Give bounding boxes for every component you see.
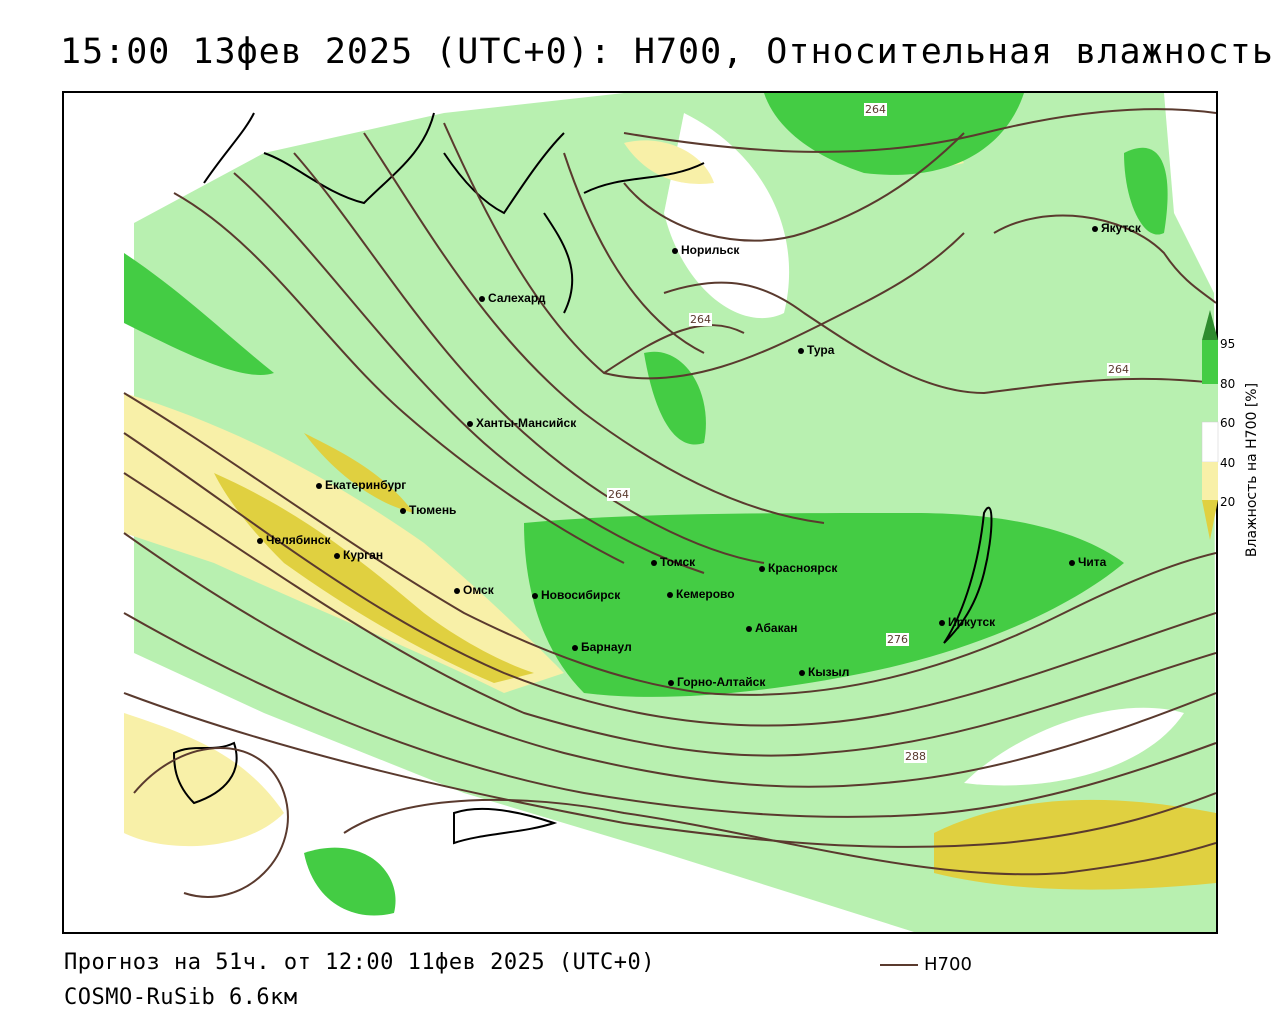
contour-label: 264: [864, 103, 887, 116]
humidity-area-20: [214, 473, 534, 683]
city-label[interactable]: Кызыл: [799, 665, 849, 679]
colorbar-segment-20: [1202, 500, 1218, 540]
city-label[interactable]: Томск: [651, 555, 695, 569]
coastline: [203, 112, 705, 314]
city-label[interactable]: Норильск: [672, 243, 739, 257]
contour-legend: H700: [880, 954, 972, 975]
colorbar-segment-50: [1201, 421, 1219, 463]
contour-line-icon: [880, 963, 918, 966]
city-label[interactable]: Кемерово: [667, 587, 735, 601]
city-label[interactable]: Барнаул: [572, 640, 632, 654]
contour-label: 264: [607, 488, 630, 501]
colorbar-tick: 60: [1220, 416, 1236, 430]
map-canvas: [123, 93, 1216, 932]
humidity-area-20: [304, 433, 414, 513]
humidity-colorbar: [1201, 310, 1219, 540]
city-dot-icon: [532, 592, 538, 599]
city-label[interactable]: Омск: [454, 583, 494, 597]
colorbar-tick: 20: [1220, 495, 1236, 509]
contour-legend-label: H700: [924, 954, 972, 975]
city-label[interactable]: Салехард: [479, 291, 545, 305]
contour-label: 288: [904, 750, 927, 763]
humidity-area-80: [764, 93, 1024, 175]
model-name: COSMO-RuSib 6.6км: [64, 985, 298, 1010]
city-label[interactable]: Тура: [798, 343, 834, 357]
humidity-area-80: [124, 253, 274, 375]
colorbar-title: Влажность на H700 [%]: [1244, 382, 1260, 558]
city-dot-icon: [479, 295, 485, 302]
city-dot-icon: [467, 420, 473, 427]
city-label[interactable]: Челябинск: [257, 533, 330, 547]
city-dot-icon: [667, 591, 673, 598]
colorbar-segment-60: [1202, 384, 1218, 422]
city-label[interactable]: Чита: [1069, 555, 1106, 569]
humidity-area-60: [134, 93, 1216, 932]
humidity-area-80: [1124, 147, 1168, 235]
humidity-area-20: [934, 799, 1216, 890]
h700-contours: [123, 108, 1216, 898]
city-dot-icon: [1069, 559, 1075, 566]
contour-label: 276: [886, 633, 909, 646]
city-label[interactable]: Курган: [334, 548, 383, 562]
city-dot-icon: [746, 625, 752, 632]
city-dot-icon: [334, 552, 340, 559]
city-label[interactable]: Екатеринбург: [316, 478, 406, 492]
city-dot-icon: [672, 247, 678, 254]
contour-label: 264: [689, 313, 712, 326]
humidity-area-40: [624, 140, 714, 184]
city-dot-icon: [939, 619, 945, 626]
humidity-area-40: [124, 713, 284, 847]
city-label[interactable]: Иркутск: [939, 615, 995, 629]
city-label[interactable]: Красноярск: [759, 561, 837, 575]
humidity-area-40: [124, 393, 564, 693]
city-dot-icon: [1092, 225, 1098, 232]
city-label[interactable]: Тюмень: [400, 503, 456, 517]
lake-baikal: [943, 506, 993, 644]
city-dot-icon: [454, 587, 460, 594]
city-dot-icon: [257, 537, 263, 544]
colorbar-segment-95: [1202, 310, 1218, 340]
colorbar-segment-80: [1202, 340, 1218, 384]
city-dot-icon: [651, 559, 657, 566]
city-label[interactable]: Абакан: [746, 621, 798, 635]
city-dot-icon: [668, 679, 674, 686]
colorbar-tick: 95: [1220, 337, 1236, 351]
colorbar-segment-40: [1202, 462, 1218, 500]
aral-coast: [453, 807, 558, 845]
humidity-area-80: [524, 513, 1124, 697]
colorbar-tick: 80: [1220, 377, 1236, 391]
colorbar-tick: 40: [1220, 456, 1236, 470]
contour-label: 264: [1107, 363, 1130, 376]
city-label[interactable]: Ханты-Мансийск: [467, 416, 576, 430]
city-label[interactable]: Новосибирск: [532, 588, 620, 602]
city-label[interactable]: Якутск: [1092, 221, 1141, 235]
humidity-area-80: [304, 847, 396, 916]
city-dot-icon: [799, 669, 805, 676]
city-dot-icon: [798, 347, 804, 354]
city-dot-icon: [316, 482, 322, 489]
humidity-area-white: [964, 707, 1184, 786]
weather-map[interactable]: 264 264 264 264 276 288 Якутск Норильск …: [62, 91, 1218, 934]
page-title: 15:00 13фев 2025 (UTC+0): H700, Относите…: [60, 32, 1274, 72]
city-dot-icon: [400, 507, 406, 514]
city-dot-icon: [759, 565, 765, 572]
forecast-info: Прогноз на 51ч. от 12:00 11фев 2025 (UTC…: [64, 950, 656, 975]
city-label[interactable]: Горно-Алтайск: [668, 675, 765, 689]
caspian-coast: [172, 741, 238, 805]
city-dot-icon: [572, 644, 578, 651]
